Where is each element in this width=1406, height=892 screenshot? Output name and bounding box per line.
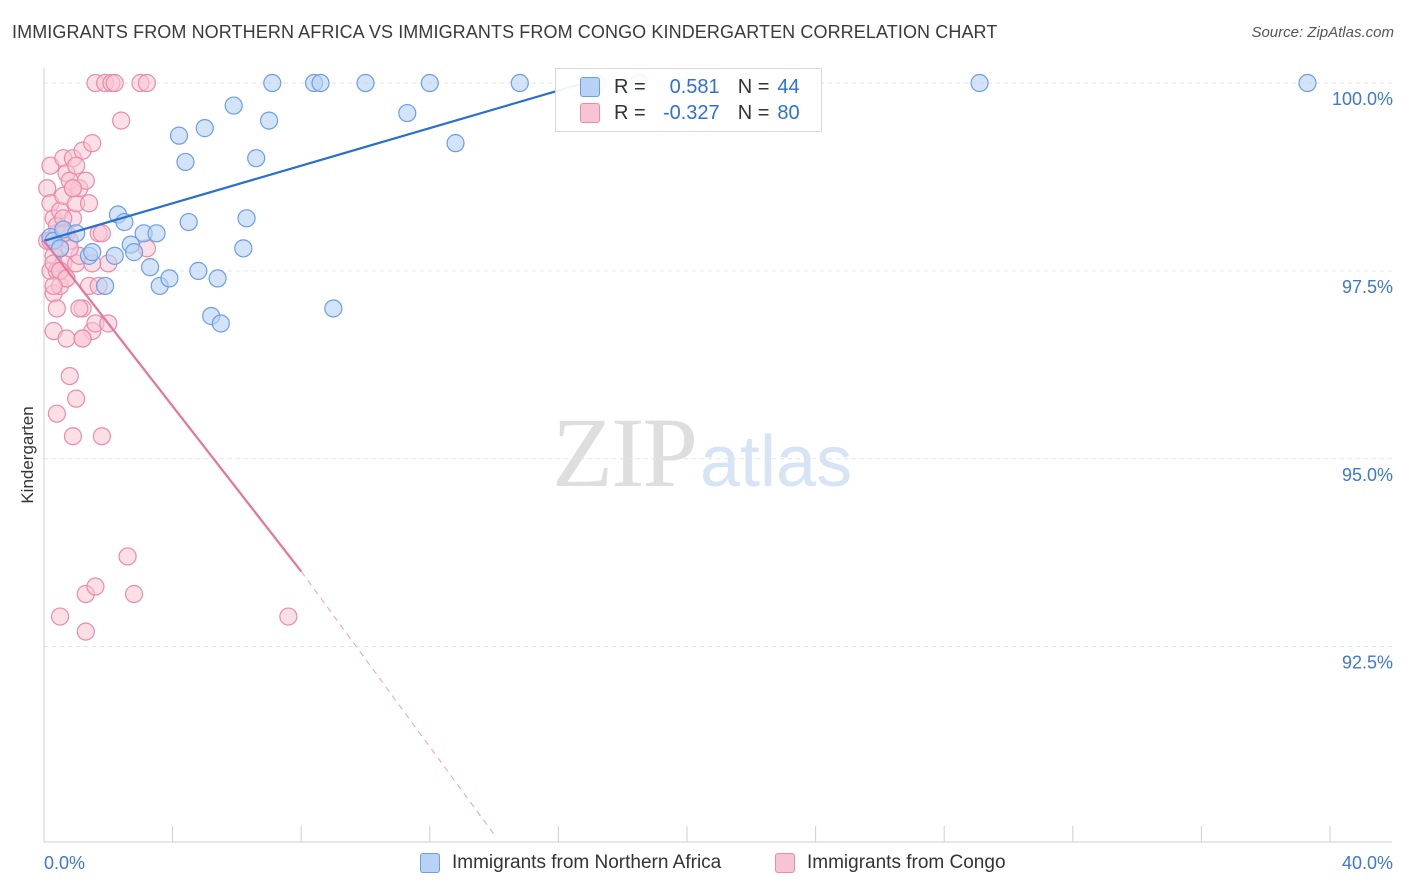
northern-africa-trend-line <box>43 81 585 242</box>
congo-point <box>83 134 102 153</box>
axes <box>43 68 1392 843</box>
northern-africa-point <box>211 314 230 333</box>
northern-africa-point <box>234 239 253 258</box>
northern-africa-point <box>195 119 214 138</box>
congo-point <box>70 299 89 318</box>
legend-item-northern-africa[interactable]: Immigrants from Northern Africa <box>420 852 721 874</box>
congo-point <box>79 194 99 213</box>
legend-label: Immigrants from Congo <box>807 852 1006 873</box>
northern-africa-point <box>510 73 529 93</box>
congo-point <box>118 547 137 566</box>
y-tick-label: 97.5% <box>1342 277 1393 297</box>
northern-africa-point <box>311 73 330 93</box>
stats-legend: R = 0.581 N = 44 R = -0.327 N = 80 <box>555 68 822 132</box>
northern-africa-point <box>208 269 227 288</box>
congo-point <box>86 577 105 596</box>
stats-row-congo: R = -0.327 N = 80 <box>580 100 800 126</box>
tick-labels: 92.5% 95.0% 97.5% 100.0% 0.0% 40.0% <box>44 89 1393 873</box>
northern-africa-point <box>970 73 989 93</box>
northern-africa-point <box>83 243 102 262</box>
stats-row-northern-africa: R = 0.581 N = 44 <box>580 74 800 100</box>
congo-point <box>92 224 111 243</box>
congo-point <box>60 366 79 386</box>
x-tick-label: 40.0% <box>1342 853 1393 873</box>
northern-africa-point <box>169 126 189 145</box>
y-tick-label: 92.5% <box>1342 653 1393 673</box>
stats-n-value: 44 <box>777 75 800 98</box>
northern-africa-point <box>50 239 70 258</box>
congo-point <box>63 179 83 198</box>
northern-africa-point <box>247 149 266 168</box>
y-tick-label: 100.0% <box>1332 89 1393 109</box>
legend-swatch-pink <box>775 853 795 873</box>
congo-point <box>92 427 111 446</box>
watermark: ZIPatlas <box>552 395 852 510</box>
grid-lines <box>44 82 1392 648</box>
congo-point <box>124 584 144 604</box>
x-tick-label: 0.0% <box>44 853 85 873</box>
northern-africa-point <box>224 96 243 115</box>
stats-r-value: 0.581 <box>669 75 720 98</box>
stats-n-label: N = <box>737 75 770 98</box>
congo-point <box>112 111 131 130</box>
northern-africa-point <box>398 103 417 123</box>
congo-point <box>47 404 66 423</box>
northern-africa-point <box>160 269 179 288</box>
northern-africa-point <box>1298 73 1317 93</box>
northern-africa-point <box>259 111 279 130</box>
northern-africa-point <box>179 212 198 232</box>
congo-point <box>137 73 156 93</box>
northern-africa-point <box>176 152 195 172</box>
northern-africa-point <box>124 243 144 262</box>
stats-n-value: 80 <box>777 101 800 124</box>
congo-point <box>44 276 63 296</box>
source-label[interactable]: Source: ZipAtlas.com <box>1251 24 1394 41</box>
northern-africa-point <box>105 246 124 265</box>
watermark-atlas: atlas <box>700 422 853 502</box>
stats-swatch-pink <box>580 103 600 123</box>
stats-swatch-blue <box>580 77 600 97</box>
congo-point <box>67 389 86 408</box>
northern-africa-point <box>263 73 282 93</box>
congo-point <box>38 179 57 198</box>
congo-point <box>279 607 298 626</box>
congo-point <box>73 329 92 348</box>
stats-r-label: R = <box>614 101 646 124</box>
legend-item-congo[interactable]: Immigrants from Congo <box>775 852 1006 874</box>
northern-africa-point <box>147 224 166 243</box>
northern-africa-point <box>189 261 208 280</box>
chart-title: IMMIGRANTS FROM NORTHERN AFRICA VS IMMIG… <box>12 22 998 42</box>
congo-point <box>57 329 76 348</box>
northern-africa-point <box>95 276 115 296</box>
congo-trend-line <box>43 240 303 573</box>
legend-swatch-blue <box>420 853 440 873</box>
watermark-zip: ZIP <box>552 397 698 508</box>
congo-point <box>105 73 124 93</box>
congo-trend-extension <box>300 571 495 835</box>
stats-n-label: N = <box>737 101 770 124</box>
northern-africa-point <box>324 299 343 318</box>
northern-africa-point <box>420 73 439 93</box>
northern-africa-point <box>446 134 465 153</box>
northern-africa-point <box>356 73 375 93</box>
congo-point <box>76 622 95 641</box>
congo-point <box>50 607 70 626</box>
congo-point <box>47 299 66 318</box>
northern-africa-point <box>237 209 256 228</box>
congo-point <box>63 427 83 446</box>
y-tick-label: 95.0% <box>1342 465 1393 485</box>
northern-africa-point <box>140 258 160 277</box>
legend-label: Immigrants from Northern Africa <box>452 852 722 873</box>
stats-r-value: -0.327 <box>662 101 720 124</box>
bottom-legend: Immigrants from Northern Africa Immigran… <box>0 850 1406 880</box>
trend-lines <box>43 81 585 835</box>
stats-r-label: R = <box>614 75 646 98</box>
congo-point <box>67 156 86 175</box>
